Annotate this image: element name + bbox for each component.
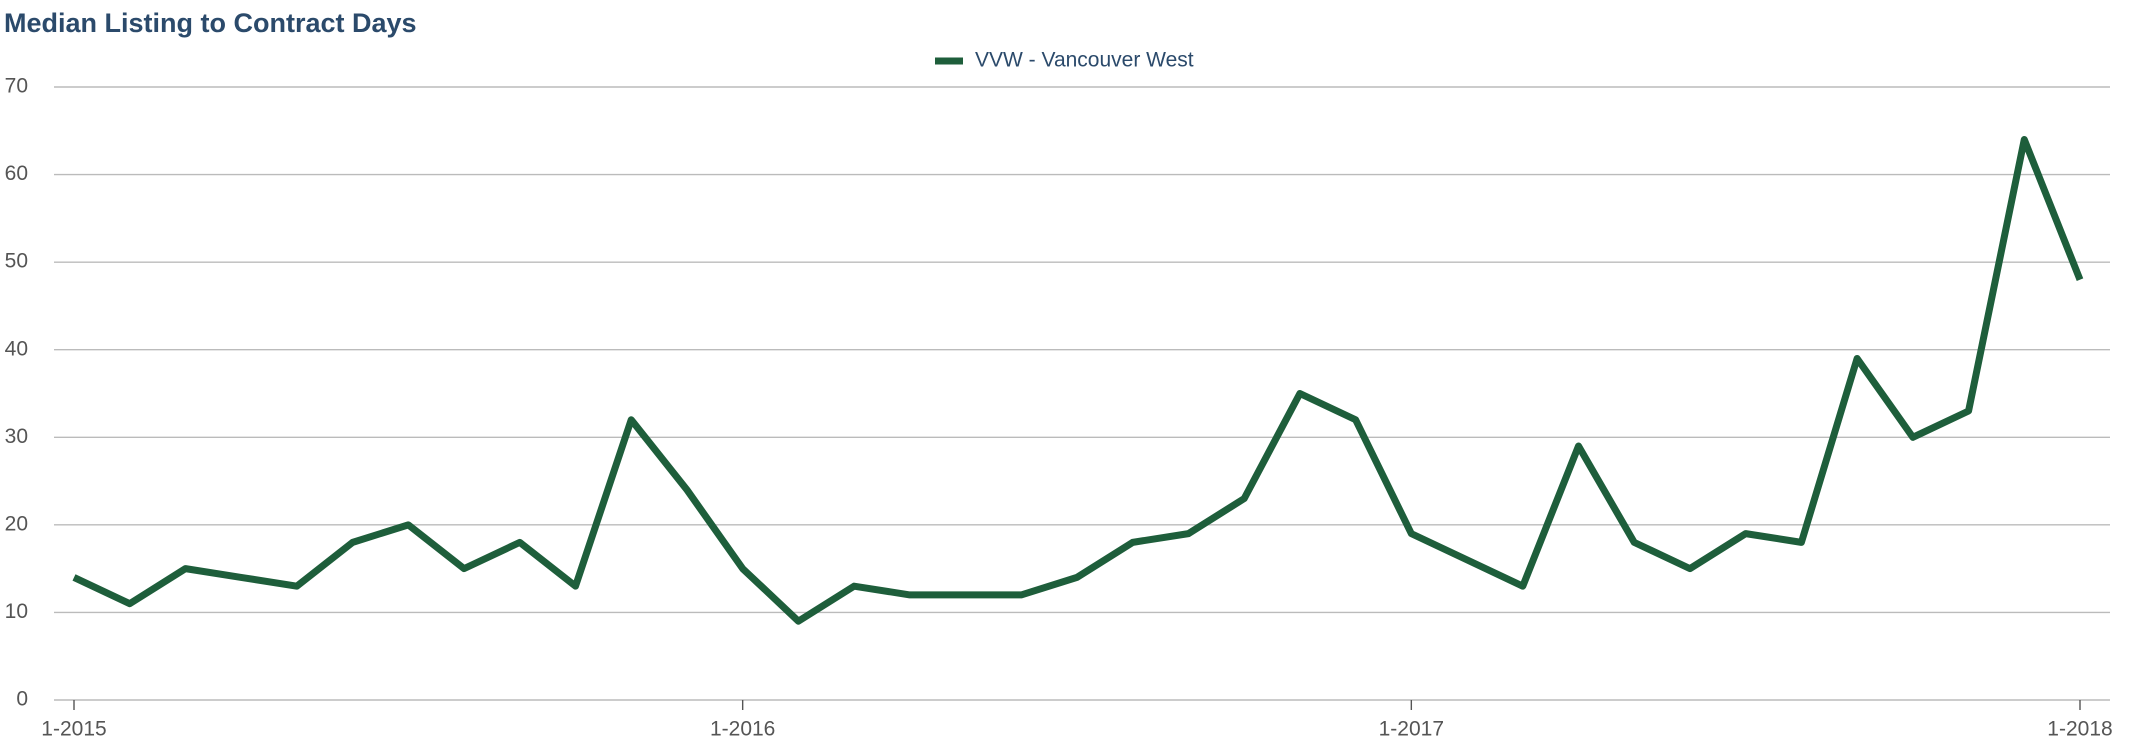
legend-label: VVW - Vancouver West (975, 49, 1194, 72)
y-tick-label: 70 (5, 75, 28, 98)
x-tick-label: 1-2016 (710, 718, 775, 741)
y-tick-label: 0 (16, 688, 28, 711)
x-tick-label: 1-2015 (41, 718, 106, 741)
y-tick-label: 10 (5, 600, 28, 623)
y-tick-label: 30 (5, 425, 28, 448)
data-line (72, 136, 2084, 625)
chart-title: Median Listing to Contract Days (4, 8, 417, 38)
y-tick-label: 50 (5, 250, 28, 273)
y-tick-label: 20 (5, 512, 28, 535)
x-tick-label: 1-2017 (1379, 718, 1444, 741)
x-tick-label: 1-2018 (2047, 718, 2112, 741)
y-tick-label: 40 (5, 337, 28, 360)
y-tick-label: 60 (5, 162, 28, 185)
